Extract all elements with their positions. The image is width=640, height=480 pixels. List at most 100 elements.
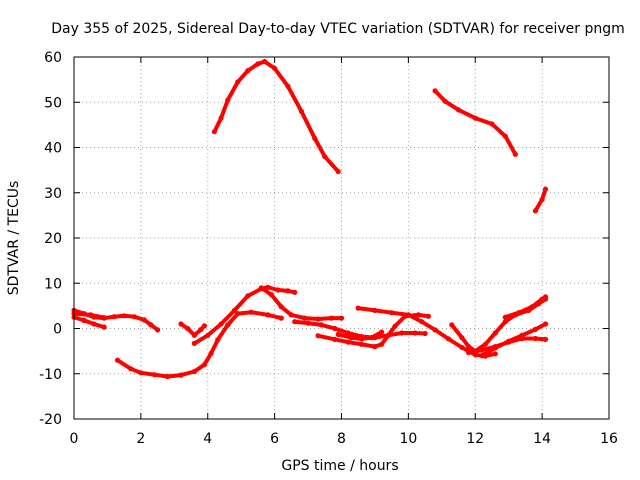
- series-line-arc-17: [503, 294, 548, 320]
- data-point: [506, 338, 512, 344]
- data-point: [479, 347, 485, 353]
- data-point: [148, 322, 154, 328]
- data-point: [111, 314, 117, 320]
- data-point: [288, 312, 294, 318]
- data-point: [348, 335, 355, 341]
- data-point: [332, 336, 338, 342]
- data-point: [415, 312, 421, 318]
- series-layer: [71, 58, 549, 380]
- data-point: [466, 344, 472, 350]
- data-point: [191, 368, 197, 375]
- x-tick-label: 8: [337, 431, 346, 447]
- series-line-arc-2: [72, 315, 107, 330]
- data-point: [335, 331, 341, 337]
- data-point: [121, 313, 127, 319]
- data-point: [138, 370, 144, 376]
- data-point: [392, 323, 398, 329]
- x-axis-label: GPS time / hours: [281, 458, 398, 474]
- data-point: [318, 322, 324, 328]
- data-point: [225, 97, 231, 103]
- y-tick-label: 60: [44, 50, 62, 66]
- chart-title: Day 355 of 2025, Sidereal Day-to-day VTE…: [51, 21, 625, 37]
- y-tick-label: 10: [44, 276, 62, 292]
- data-point: [449, 322, 455, 328]
- data-point: [265, 312, 271, 318]
- data-point: [432, 88, 438, 94]
- data-point: [185, 325, 191, 332]
- data-point: [459, 335, 465, 341]
- data-point: [455, 107, 462, 113]
- data-point: [492, 351, 498, 357]
- data-point: [81, 317, 87, 323]
- data-point: [492, 345, 498, 351]
- data-point: [155, 327, 161, 333]
- y-tick-label: 50: [44, 95, 62, 111]
- data-point: [165, 373, 171, 380]
- data-point: [178, 321, 184, 327]
- data-point: [278, 315, 284, 321]
- data-point: [542, 186, 549, 192]
- data-point: [235, 311, 241, 317]
- data-point: [205, 332, 211, 338]
- data-point: [372, 344, 378, 350]
- data-point: [345, 339, 351, 345]
- data-point: [101, 315, 107, 321]
- y-tick-label: 30: [44, 186, 62, 202]
- data-point: [141, 317, 147, 323]
- data-point: [218, 321, 224, 327]
- data-point: [529, 304, 535, 310]
- x-tick-label: 10: [399, 431, 417, 447]
- data-point: [332, 325, 338, 332]
- data-point: [315, 333, 321, 339]
- data-point: [272, 65, 278, 71]
- plot-frame: [73, 56, 610, 420]
- data-point: [466, 349, 472, 356]
- data-point: [328, 315, 335, 321]
- data-point: [278, 304, 284, 310]
- data-point: [542, 336, 549, 342]
- data-point: [191, 340, 197, 346]
- data-point: [355, 305, 361, 311]
- data-point: [512, 151, 519, 157]
- y-tick-label: -20: [39, 412, 62, 428]
- data-point: [91, 321, 97, 327]
- x-tick-label: 2: [136, 431, 145, 447]
- y-tick-label: 20: [44, 231, 62, 247]
- data-point: [322, 154, 328, 160]
- data-point: [88, 312, 94, 318]
- series-line-arc-4: [115, 310, 284, 379]
- data-point: [399, 330, 405, 336]
- data-point: [442, 98, 448, 104]
- data-point: [191, 332, 197, 338]
- data-point: [502, 314, 508, 320]
- data-point: [262, 58, 268, 65]
- data-point: [405, 312, 411, 318]
- data-point: [178, 372, 184, 378]
- data-point: [345, 330, 351, 336]
- data-point: [482, 341, 488, 347]
- x-tick-label: 0: [70, 431, 79, 447]
- data-point: [389, 310, 395, 316]
- x-tick-label: 6: [270, 431, 279, 447]
- data-point: [385, 332, 391, 338]
- data-point: [502, 133, 508, 139]
- data-point: [198, 326, 204, 332]
- data-point: [502, 319, 508, 325]
- series-line-arc-6: [192, 285, 297, 346]
- tick-layer: 0 2 4 6 8 10 12 14 16 -20 -10 0 10 20 30 40 50 60: [39, 50, 618, 447]
- x-tick-label: 14: [533, 431, 551, 447]
- x-tick-label: 12: [466, 431, 484, 447]
- data-point: [151, 372, 157, 378]
- data-point: [369, 335, 375, 341]
- data-point: [419, 319, 425, 325]
- data-point: [128, 366, 134, 372]
- data-point: [315, 316, 321, 322]
- data-point: [432, 327, 438, 333]
- data-point: [298, 108, 304, 114]
- x-tick-label: 4: [203, 431, 212, 447]
- data-point: [372, 307, 378, 313]
- data-point: [292, 289, 298, 295]
- series-line-arc-7: [212, 59, 341, 174]
- y-tick-label: 40: [44, 141, 62, 157]
